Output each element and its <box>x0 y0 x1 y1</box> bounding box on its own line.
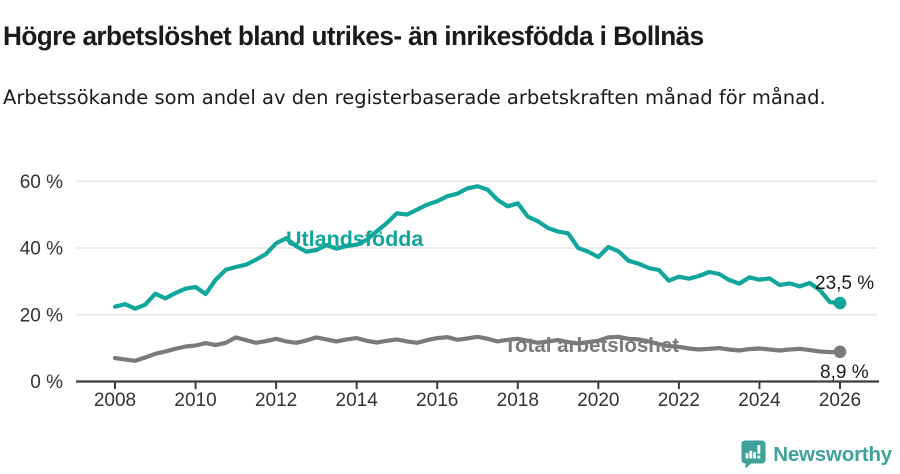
end-value-total: 8,9 % <box>820 362 869 383</box>
x-tick-label: 2010 <box>174 390 216 411</box>
newsworthy-logo[interactable]: Newsworthy <box>741 440 892 469</box>
newsworthy-wordmark: Newsworthy <box>773 442 892 466</box>
series-line-total <box>112 334 843 363</box>
y-tick-label: 40 % <box>20 239 63 260</box>
x-tick-label: 2024 <box>738 390 781 411</box>
series-lines <box>112 184 847 363</box>
page-subtitle: Arbetssökande som andel av den registerb… <box>3 85 826 109</box>
x-tick-label: 2018 <box>497 390 539 411</box>
y-tick-label: 20 % <box>20 305 63 326</box>
x-tick-label: 2012 <box>255 390 297 411</box>
x-axis: 2008 2010 2012 2014 2016 2018 2020 2022 2024 2026 <box>76 380 879 411</box>
gridlines <box>76 180 877 316</box>
x-tick-label: 2014 <box>336 390 379 411</box>
series-end-dot <box>833 296 847 310</box>
x-tick-label: 2016 <box>416 390 458 411</box>
y-tick-label: 0 % <box>30 372 63 393</box>
end-value-utlandsfodda: 23,5 % <box>815 273 874 294</box>
x-tick-label: 2020 <box>577 390 619 411</box>
series-line-utlandsfodda <box>112 184 843 311</box>
page-title: Högre arbetslöshet bland utrikes- än inr… <box>3 21 704 52</box>
series-end-dot <box>833 345 847 359</box>
x-tick-label: 2022 <box>658 390 700 411</box>
y-axis-labels: 0 % 20 % 40 % 60 % <box>20 172 63 393</box>
series-label-total: Total arbetslöshet <box>504 334 679 357</box>
newsworthy-icon <box>741 440 766 469</box>
x-tick-label: 2008 <box>94 390 136 411</box>
y-tick-label: 60 % <box>20 172 63 193</box>
series-label-utlandsfodda: Utlandsfödda <box>286 227 424 251</box>
x-tick-label: 2026 <box>819 390 861 411</box>
